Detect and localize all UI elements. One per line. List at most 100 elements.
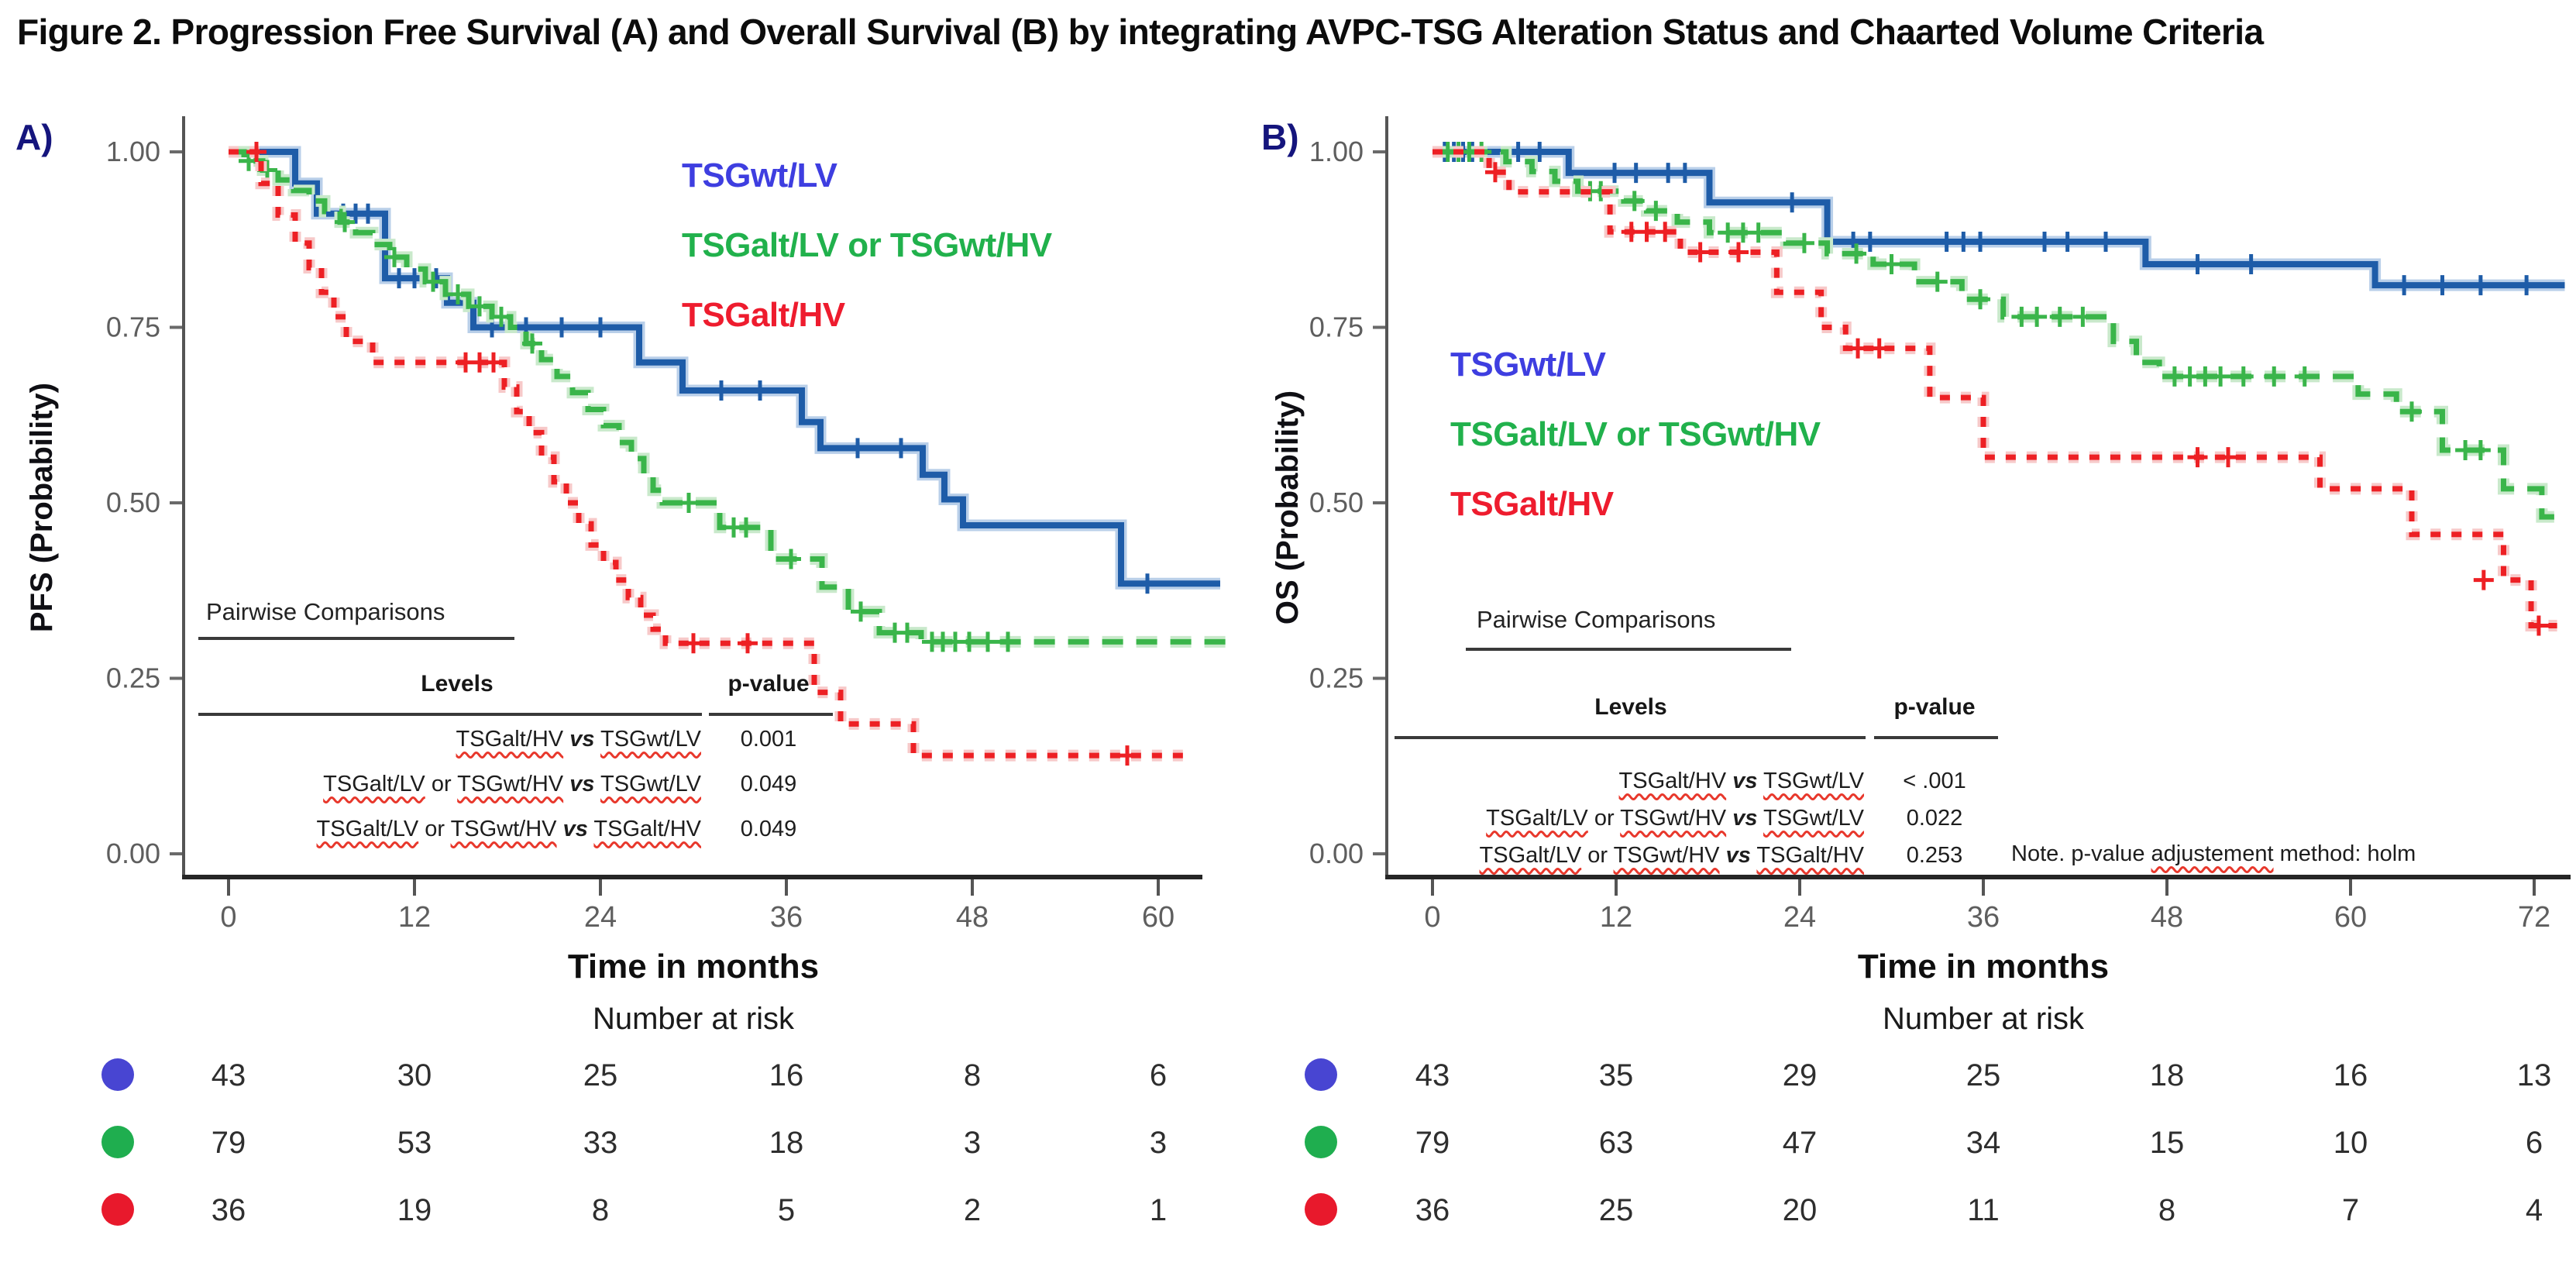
pairwise-row-pvalue: 0.049: [740, 817, 797, 841]
note-wavy-word: adjustement: [2151, 841, 2274, 866]
risk-table-title: Number at risk: [593, 1002, 795, 1036]
risk-table-title: Number at risk: [1883, 1002, 2085, 1036]
legend-label: TSGalt/LV or TSGwt/HV: [1450, 415, 1821, 453]
risk-count: 30: [397, 1058, 432, 1092]
risk-count: 6: [2526, 1126, 2543, 1160]
x-tick-label: 48: [956, 901, 989, 934]
x-tick-label: 0: [220, 901, 236, 934]
level-token: TSGalt/LV: [1479, 843, 1582, 868]
km-curve: [1432, 149, 2565, 520]
risk-count: 8: [592, 1193, 609, 1227]
level-token: or: [425, 772, 458, 796]
level-token: [1720, 843, 1726, 868]
risk-count: 36: [212, 1193, 246, 1227]
level-token: TSGwt/LV: [1763, 806, 1864, 831]
risk-count: 3: [1150, 1126, 1167, 1160]
pairwise-row-pvalue: 0.001: [740, 727, 797, 752]
risk-count: 18: [769, 1126, 804, 1160]
risk-count: 11: [1967, 1193, 2000, 1227]
level-token: TSGalt/LV: [1486, 806, 1588, 831]
y-tick-label: 0.25: [106, 662, 160, 694]
pairwise-title-rule: [198, 637, 514, 640]
risk-count: 29: [1783, 1058, 1818, 1092]
x-tick-label: 12: [398, 901, 431, 934]
risk-count: 63: [1599, 1126, 1634, 1160]
legend-label: TSGwt/LV: [1450, 346, 1606, 384]
pairwise-row-pvalue: 0.049: [740, 772, 797, 796]
y-tick-label: 0.50: [1309, 487, 1364, 518]
censor-marks: [246, 142, 1137, 766]
x-tick-label: 60: [1142, 901, 1175, 934]
legend-label: TSGalt/LV or TSGwt/HV: [682, 226, 1052, 264]
pairwise-title: Pairwise Comparisons: [206, 598, 445, 625]
risk-row-dot: [1305, 1193, 1337, 1226]
pvalue-note: Note. p-value adjustement method: holm: [2011, 841, 2416, 867]
level-token: TSGwt/HV: [457, 772, 564, 796]
level-token: TSGalt/LV: [323, 772, 425, 796]
risk-count: 79: [1415, 1126, 1450, 1160]
x-axis-title: Time in months: [568, 948, 819, 986]
risk-row-dot: [101, 1193, 134, 1226]
level-token: TSGalt/HV: [1618, 769, 1727, 793]
level-token: [588, 817, 594, 841]
x-tick-label: 48: [2151, 901, 2183, 934]
x-tick-label: 24: [584, 901, 617, 934]
level-token: [563, 772, 569, 796]
pairwise-title-rule: [1466, 648, 1791, 651]
risk-count: 33: [583, 1126, 618, 1160]
level-token: [1757, 806, 1763, 831]
level-token: TSGalt/HV: [456, 727, 564, 752]
level-token: TSGwt/LV: [1763, 769, 1864, 793]
pairwise-row-pvalue: 0.253: [1906, 843, 1963, 868]
risk-count: 36: [1415, 1193, 1450, 1227]
level-token: TSGwt/HV: [1613, 843, 1720, 868]
level-token: [563, 727, 569, 752]
y-tick-label: 0.25: [1309, 662, 1364, 694]
risk-count: 53: [397, 1126, 432, 1160]
legend-panel-b: TSGwt/LV TSGalt/LV or TSGwt/HV TSGalt/HV: [1450, 330, 1821, 539]
risk-row-dot: [101, 1126, 134, 1158]
risk-count: 18: [2150, 1058, 2185, 1092]
pairwise-row-levels: TSGalt/LV or TSGwt/HV vs TSGwt/LV: [1486, 806, 1864, 831]
level-token: TSGwt/HV: [1620, 806, 1727, 831]
y-tick-label: 0.00: [1309, 838, 1364, 869]
risk-count: 2: [964, 1193, 981, 1227]
risk-count: 7: [2342, 1193, 2359, 1227]
y-axis-spine: [182, 116, 185, 877]
panel-label-b: B): [1261, 117, 1299, 157]
pairwise-row-pvalue: < .001: [1903, 769, 1966, 793]
vs-token: vs: [569, 727, 595, 752]
risk-row-dot: [1305, 1126, 1337, 1158]
risk-row-dot: [1305, 1058, 1337, 1091]
risk-count: 8: [2158, 1193, 2175, 1227]
panel-label-a: A): [15, 117, 53, 157]
level-token: [557, 817, 563, 841]
x-tick-label: 12: [1600, 901, 1632, 934]
x-axis-title: Time in months: [1858, 948, 2109, 986]
level-token: or: [1587, 806, 1621, 831]
x-tick-label: 36: [1967, 901, 2000, 934]
pairwise-col-pvalue: p-value: [727, 671, 810, 697]
level-token: [1726, 769, 1732, 793]
risk-count: 15: [2150, 1126, 2185, 1160]
pairwise-col-levels: Levels: [421, 671, 494, 697]
level-token: or: [418, 817, 451, 841]
risk-count: 25: [1599, 1193, 1634, 1227]
km-curve: [1432, 149, 2565, 289]
y-axis-spine: [1385, 116, 1388, 877]
pairwise-levels-rule: [198, 713, 702, 716]
censor-marks: [1484, 162, 2549, 636]
level-token: TSGalt/LV: [316, 817, 419, 841]
risk-row-dot: [101, 1058, 134, 1091]
note-suffix: method: holm: [2273, 841, 2416, 866]
y-tick-label: 1.00: [106, 136, 160, 167]
legend-panel-a: TSGwt/LV TSGalt/LV or TSGwt/HV TSGalt/HV: [682, 141, 1052, 350]
level-token: TSGalt/HV: [593, 817, 701, 841]
risk-count: 25: [1966, 1058, 2001, 1092]
y-tick-label: 0.50: [106, 487, 160, 518]
risk-count: 10: [2334, 1126, 2368, 1160]
y-tick-label: 0.75: [106, 311, 160, 343]
level-token: [1751, 843, 1757, 868]
